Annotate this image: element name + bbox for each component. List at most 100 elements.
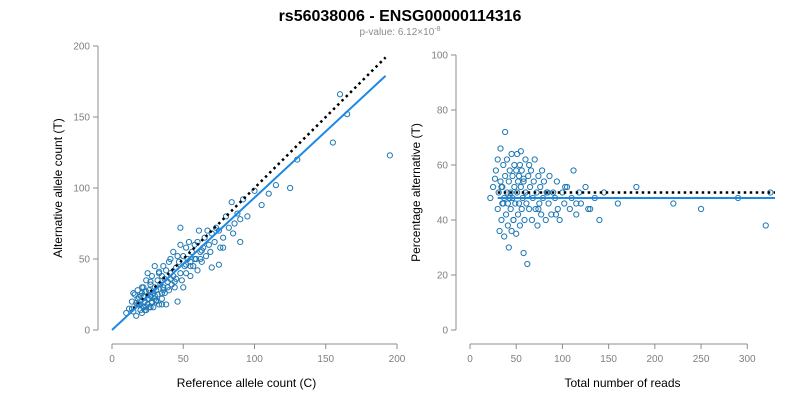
- left-data-point: [231, 220, 238, 227]
- left-data-point: [191, 255, 198, 263]
- left-data-point: [134, 287, 141, 294]
- right-data-point: [496, 227, 503, 235]
- left-data-point: [197, 248, 204, 255]
- right-data-point: [538, 167, 546, 174]
- right-data-point: [521, 216, 528, 224]
- left-data-point: [230, 230, 237, 237]
- right-data-point: [500, 200, 507, 207]
- left-data-point: [272, 182, 279, 189]
- left-data-point: [202, 253, 210, 260]
- right-data-point: [516, 161, 524, 169]
- right-x-tick-label: 0: [467, 354, 473, 365]
- left-fit-line: [111, 75, 387, 331]
- right-data-point: [497, 178, 504, 185]
- right-data-point: [537, 183, 544, 191]
- left-data-point: [251, 187, 258, 194]
- right-y-tick-label: 100: [431, 51, 448, 62]
- right-data-point: [530, 178, 537, 185]
- left-data-point: [190, 263, 197, 270]
- left-data-point: [153, 297, 160, 304]
- right-data-point: [514, 178, 522, 185]
- figure-subtitle: p-value: 6.12×10-8: [359, 26, 440, 38]
- right-x-tick-label: 50: [511, 354, 523, 365]
- right-data-point: [614, 200, 621, 207]
- right-data-point: [587, 205, 594, 213]
- left-data-point: [177, 224, 184, 231]
- left-data-point: [187, 263, 194, 270]
- left-data-point: [167, 255, 174, 263]
- right-data-point: [513, 167, 520, 174]
- left-data-point: [148, 272, 155, 280]
- left-data-point: [143, 277, 150, 284]
- right-data-point: [526, 205, 533, 213]
- right-data-point: [526, 183, 534, 191]
- left-data-point: [194, 267, 201, 274]
- left-data-point: [258, 201, 265, 209]
- left-data-point: [130, 289, 137, 297]
- left-data-point: [160, 263, 167, 270]
- right-data-point: [513, 230, 520, 237]
- right-data-point: [554, 205, 561, 213]
- right-data-point: [550, 189, 557, 196]
- right-y-tick-label: 0: [442, 326, 448, 337]
- right-data-point: [494, 205, 501, 213]
- right-data-point: [545, 200, 552, 207]
- left-data-point: [170, 248, 177, 255]
- left-data-point: [207, 248, 214, 255]
- right-data-point: [508, 227, 515, 235]
- right-data-point: [548, 211, 555, 218]
- right-data-point: [509, 172, 516, 180]
- subtitle-exponent: -8: [434, 26, 440, 33]
- right-data-point: [532, 205, 539, 213]
- left-y-axis-label: Alternative allele count (T): [51, 118, 65, 257]
- left-data-point: [147, 281, 154, 288]
- right-data-point: [566, 205, 573, 213]
- left-data-point: [128, 298, 136, 305]
- left-data-point: [154, 277, 161, 284]
- right-data-point: [535, 205, 542, 213]
- right-data-point: [596, 216, 603, 224]
- right-data-point: [502, 128, 509, 136]
- right-data-point: [518, 167, 525, 174]
- right-data-point: [498, 183, 505, 191]
- right-data-point: [570, 167, 577, 174]
- left-data-point: [160, 287, 167, 294]
- right-x-tick-label: 300: [739, 354, 756, 365]
- right-data-point: [511, 183, 518, 191]
- left-data-point: [151, 263, 158, 270]
- left-data-point: [131, 291, 138, 298]
- left-data-point: [158, 301, 165, 308]
- left-data-point: [177, 241, 184, 248]
- right-y-tick-label: 40: [437, 216, 449, 227]
- right-data-point: [487, 194, 494, 202]
- right-y-tick-label: 60: [437, 161, 449, 172]
- right-data-point: [562, 183, 569, 191]
- left-data-point: [171, 278, 178, 285]
- right-x-axis-label: Total number of reads: [564, 376, 680, 390]
- left-data-point: [237, 216, 244, 223]
- left-data-point: [237, 238, 244, 246]
- right-data-point: [510, 216, 517, 224]
- left-data-point: [174, 253, 181, 260]
- right-data-point: [524, 260, 531, 268]
- left-data-point: [228, 199, 235, 206]
- right-data-point: [535, 172, 542, 180]
- left-data-point: [195, 227, 203, 234]
- right-data-point: [531, 156, 538, 163]
- right-data-point: [504, 200, 511, 207]
- right-data-point: [500, 161, 507, 169]
- right-data-point: [543, 189, 550, 196]
- left-y-tick-label: 100: [73, 184, 90, 195]
- right-data-point: [697, 205, 705, 213]
- right-x-tick-label: 200: [647, 354, 664, 365]
- left-data-point: [240, 196, 247, 203]
- right-y-axis-label: Percentage alternative (T): [409, 123, 423, 262]
- right-data-point: [508, 150, 515, 158]
- right-data-point: [520, 249, 527, 257]
- left-y-tick-label: 50: [79, 255, 91, 266]
- right-x-tick-label: 150: [600, 354, 617, 365]
- right-data-point: [520, 178, 527, 185]
- right-data-point: [633, 183, 640, 191]
- right-data-point: [538, 211, 545, 218]
- left-x-tick-label: 0: [109, 354, 115, 365]
